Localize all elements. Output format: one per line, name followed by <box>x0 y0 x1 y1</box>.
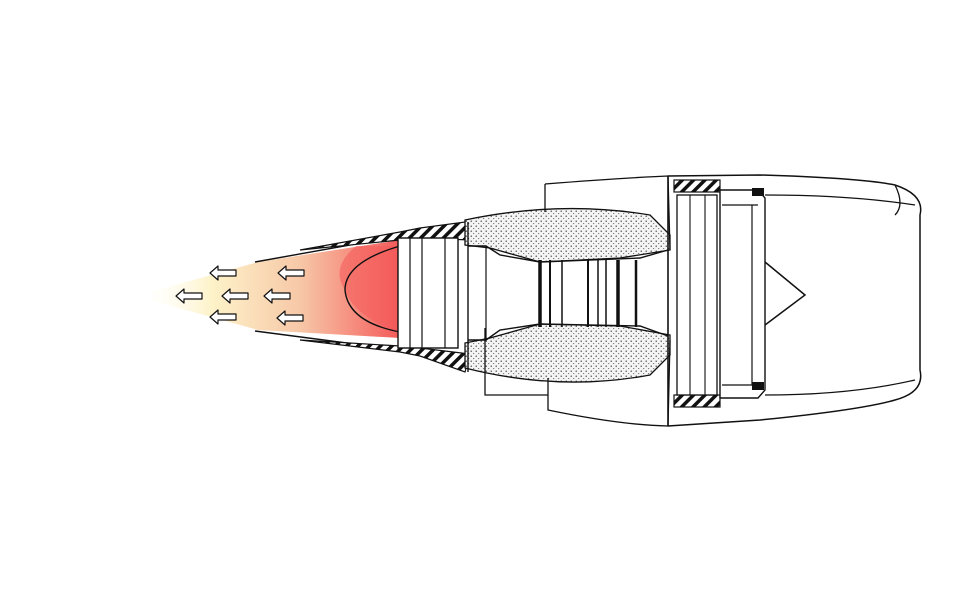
fan-blade-tip-top <box>752 188 764 196</box>
fan-hub-frame <box>719 189 766 399</box>
exhaust-arrow-icon <box>263 288 291 304</box>
core-casing-top <box>464 207 671 263</box>
fan-case-bottom-hatch <box>673 394 721 408</box>
nacelle <box>667 174 922 427</box>
exhaust-arrow-icon <box>276 310 304 326</box>
flow-path-bottom <box>468 323 669 341</box>
fan-blade-row <box>676 194 718 396</box>
fan-case-top-hatch <box>673 179 721 193</box>
exhaust-arrow-icon <box>277 265 305 281</box>
core-flow-path <box>468 245 669 341</box>
cowl-top-front <box>544 175 671 251</box>
lower-strut <box>484 328 548 396</box>
exhaust-arrow-icon <box>175 288 203 304</box>
flow-path-top <box>468 245 669 263</box>
compressor-blades <box>538 260 638 327</box>
exhaust-cone-outline <box>344 245 401 333</box>
cowl-bottom-front <box>547 339 671 427</box>
nacelle-outline <box>667 174 922 427</box>
exhaust-arrow-icon <box>221 288 249 304</box>
outer-cowling <box>484 175 671 427</box>
fan-blade-tip-bottom <box>752 382 764 390</box>
turbine-housing <box>397 237 459 349</box>
exhaust-arrow-icon <box>209 265 237 281</box>
fan-stage <box>673 179 766 408</box>
inlet-top-line <box>764 194 916 206</box>
spinner-cone-icon <box>764 261 807 326</box>
nacelle-lip-top <box>894 184 901 216</box>
exhaust-arrow-icon <box>209 309 237 325</box>
turbine-section <box>397 237 459 349</box>
core-casing <box>464 207 671 383</box>
exhaust-arrows <box>175 265 305 326</box>
inlet-bottom-line <box>764 379 916 396</box>
exhaust-gradient <box>150 240 400 338</box>
